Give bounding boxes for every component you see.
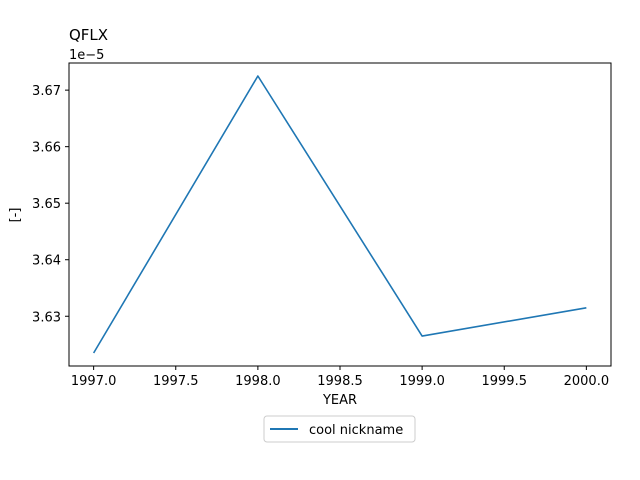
series-layer: [92, 75, 587, 354]
legend-label: cool nickname: [309, 423, 403, 438]
legend: cool nickname: [263, 415, 416, 443]
y-tick-label: 3.64: [32, 254, 61, 269]
y-axis-label: [-]: [8, 208, 23, 223]
x-tick-label: 2000.0: [564, 374, 610, 389]
x-tick-label: 1997.0: [71, 374, 117, 389]
x-tick-label: 1998.5: [317, 374, 363, 389]
plot-area-frame: [68, 62, 612, 367]
y-tick-label: 3.66: [32, 141, 61, 156]
y-tick-label: 3.63: [32, 310, 61, 325]
x-tick-label: 1999.5: [481, 374, 527, 389]
x-axis-label: YEAR: [322, 393, 357, 408]
x-tick-label: 1999.0: [399, 374, 445, 389]
legend-frame: [263, 415, 416, 443]
chart-title: QFLX: [69, 26, 108, 44]
y-tick-label: 3.65: [32, 197, 61, 212]
y-offset-label: 1e−5: [69, 48, 104, 63]
x-tick-label: 1998.0: [235, 374, 281, 389]
x-tick-label: 1997.5: [153, 374, 199, 389]
series-line: [92, 75, 587, 354]
y-tick-label: 3.67: [32, 84, 61, 99]
x-axis: 1997.0 1997.5 1998.0 1998.5 1999.0 1999.5 2000…: [71, 366, 609, 389]
y-axis: 3.63 3.64 3.65 3.66 3.67: [32, 84, 69, 325]
